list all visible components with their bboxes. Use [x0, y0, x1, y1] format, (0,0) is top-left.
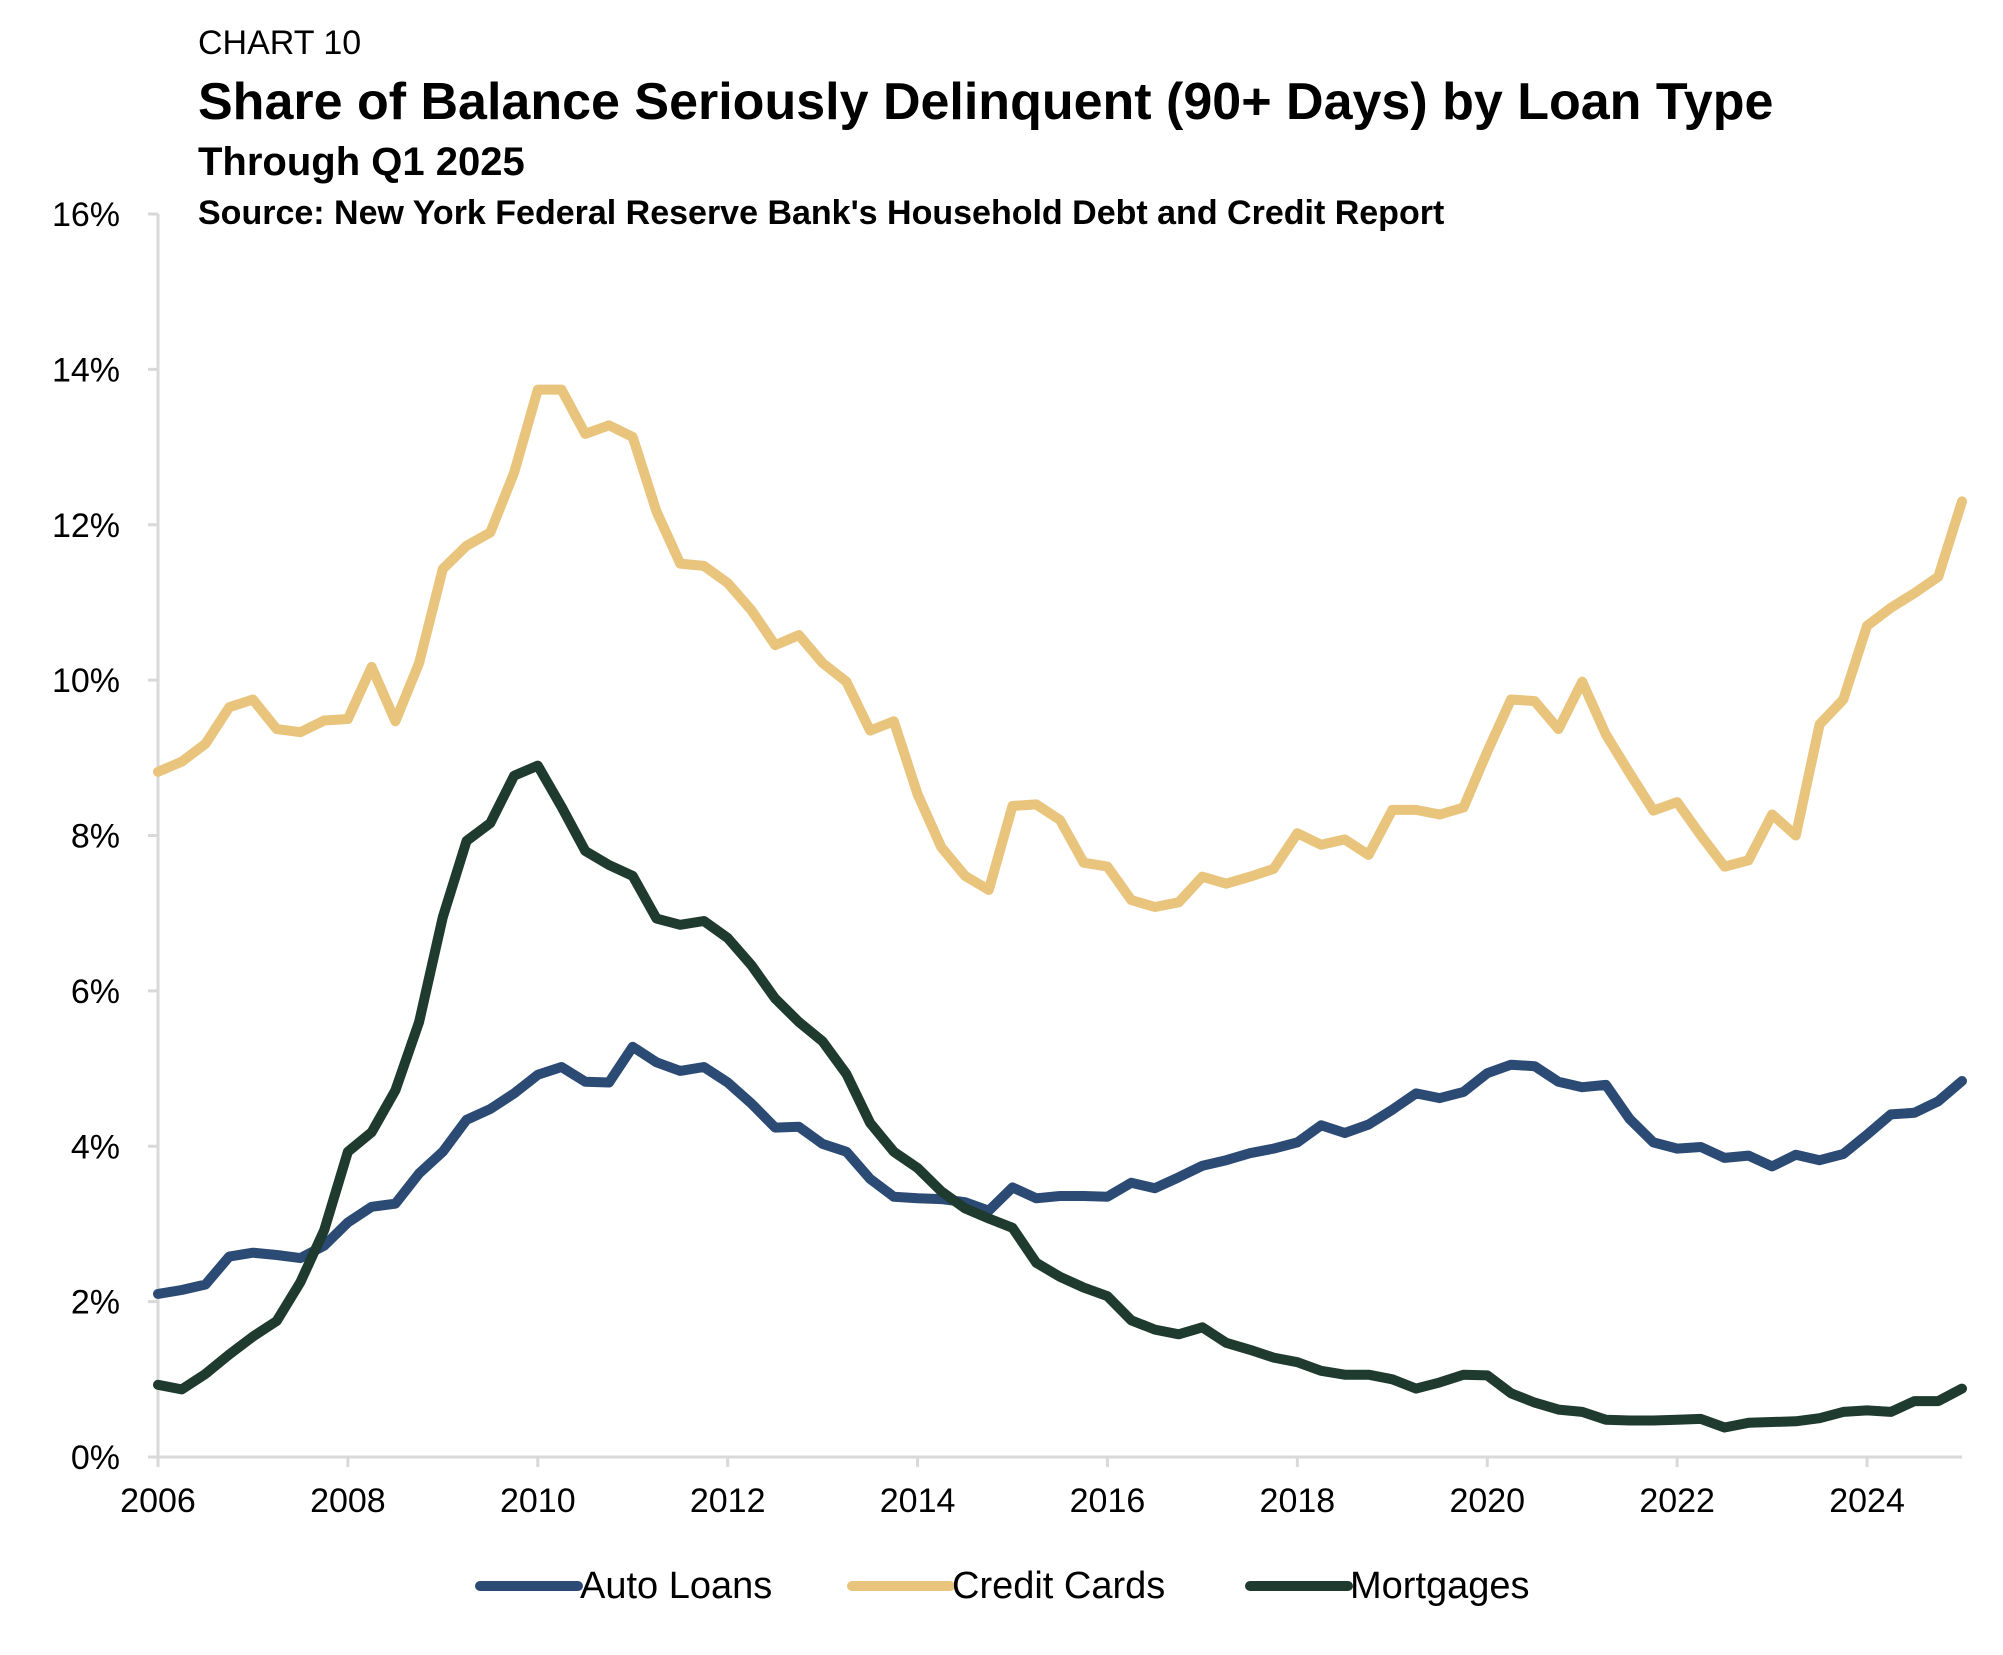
chart-label: CHART 10 [198, 24, 362, 62]
series-layer [153, 384, 1967, 1433]
series-line-mortgages [153, 760, 1967, 1433]
y-tick-label: 14% [52, 351, 120, 389]
legend: Auto Loans Credit Cards Mortgages [475, 1565, 1530, 1607]
chart-source: Source: New York Federal Reserve Bank's … [198, 194, 1445, 232]
y-tick-label: 10% [52, 662, 120, 700]
x-tick-label: 2010 [500, 1482, 576, 1520]
x-tick-label: 2012 [690, 1482, 766, 1520]
x-tick-label: 2008 [310, 1482, 386, 1520]
x-tick-label: 2006 [120, 1482, 196, 1520]
x-tick-label: 2022 [1639, 1482, 1715, 1520]
y-tick-label: 0% [71, 1439, 120, 1477]
y-tick-label: 16% [52, 196, 120, 234]
series-line-auto-loans [153, 1041, 1967, 1299]
legend-label-credit-cards: Credit Cards [952, 1565, 1165, 1607]
legend-label-auto-loans: Auto Loans [580, 1565, 772, 1607]
y-tick-label: 12% [52, 507, 120, 545]
chart-subtitle: Through Q1 2025 [198, 140, 525, 184]
y-tick-label: 8% [71, 818, 120, 856]
axes: 0% 2% 4% 6% 8% 10% 12% 14% 16% 2006 2008 2010 2012 20… [52, 196, 1962, 1520]
y-tick-label: 2% [71, 1284, 120, 1322]
x-tick-label: 2024 [1829, 1482, 1905, 1520]
x-tick-label: 2020 [1449, 1482, 1525, 1520]
x-tick-label: 2018 [1260, 1482, 1336, 1520]
series-line-credit-cards [153, 384, 1967, 912]
chart-title: Share of Balance Seriously Delinquent (9… [198, 73, 1774, 131]
y-tick-label: 6% [71, 973, 120, 1011]
y-tick-label: 4% [71, 1128, 120, 1166]
x-tick-label: 2014 [880, 1482, 956, 1520]
x-tick-label: 2016 [1070, 1482, 1146, 1520]
legend-label-mortgages: Mortgages [1350, 1565, 1530, 1607]
